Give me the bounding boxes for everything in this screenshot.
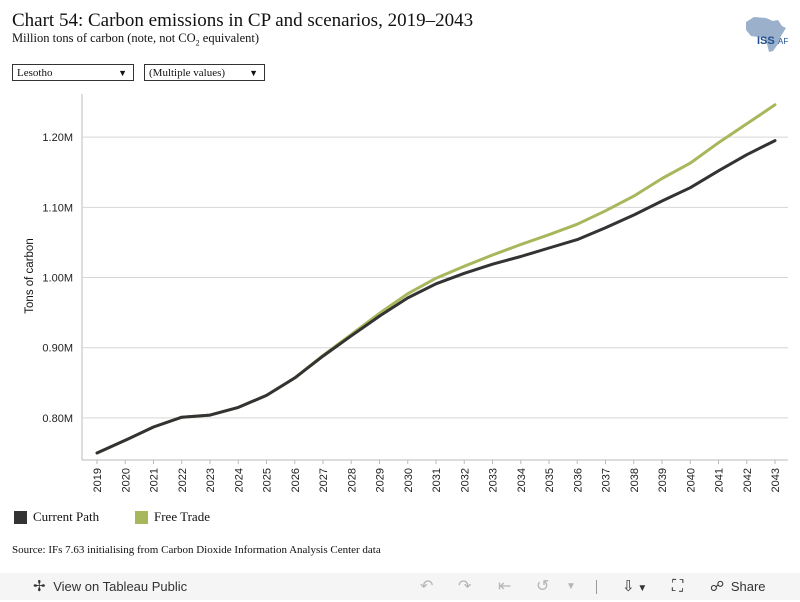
x-tick-label: 2035 [544, 468, 556, 492]
country-filter-dropdown[interactable]: Lesotho ▼ [12, 64, 134, 81]
redo-icon[interactable]: ↷ [458, 578, 472, 595]
x-tick-label: 2030 [403, 468, 415, 492]
legend-item-free-trade[interactable]: Free Trade [135, 509, 210, 525]
x-tick-label: 2022 [177, 468, 189, 492]
subtitle-text-end: equivalent) [199, 31, 260, 45]
africa-map-icon [746, 17, 786, 52]
y-tick-label: 0.90M [42, 343, 73, 355]
series-line-current-path[interactable] [95, 139, 777, 455]
country-filter-value: Lesotho [17, 67, 53, 79]
share-icon: ☍ [710, 578, 725, 594]
x-tick-label: 2034 [516, 468, 528, 492]
chart-title: Chart 54: Carbon emissions in CP and sce… [12, 10, 474, 31]
x-tick-label: 2021 [149, 468, 161, 492]
y-tick-label: 0.80M [42, 413, 73, 425]
legend-label-free-trade: Free Trade [154, 509, 210, 524]
logo-text: ISS [757, 35, 775, 47]
undo-icon[interactable]: ↶ [420, 578, 434, 595]
y-tick-label: 1.20M [42, 132, 73, 144]
x-tick-label: 2026 [290, 468, 302, 492]
y-tick-label: 1.00M [42, 273, 73, 285]
share-label: Share [730, 579, 766, 594]
x-tick-label: 2019 [92, 468, 104, 492]
revert-icon[interactable]: ⇤ [498, 578, 512, 595]
y-tick-label: 1.10M [42, 202, 73, 214]
x-tick-label: 2032 [459, 468, 471, 492]
x-tick-label: 2037 [601, 468, 613, 492]
x-tick-label: 2031 [431, 468, 443, 492]
refresh-icon[interactable]: ↺ [536, 578, 550, 595]
x-tick-label: 2033 [488, 468, 500, 492]
y-axis-label: Tons of carbon [24, 238, 36, 313]
subtitle-subscript: 2 [195, 38, 200, 48]
chevron-down-icon: ▼ [634, 583, 648, 594]
chart-subtitle: Million tons of carbon (note, not CO2 eq… [12, 31, 259, 51]
legend-swatch-free-trade [135, 510, 148, 524]
chevron-down-icon: ▼ [118, 68, 127, 78]
x-axis-ticks: 2019 2020 2021 2022 2023 2024 2025 2026 2027 2028… [92, 460, 782, 492]
chevron-down-icon: ▼ [249, 68, 258, 78]
source-note: Source: IFs 7.63 initialising from Carbo… [12, 544, 381, 556]
x-tick-label: 2043 [770, 468, 782, 492]
x-tick-label: 2028 [346, 468, 358, 492]
x-tick-label: 2020 [120, 468, 132, 492]
y-axis-ticks: 0.80M 0.90M 1.00M 1.10M 1.20M [42, 132, 73, 425]
tableau-logo-icon: ✢ [33, 578, 46, 595]
gridlines [81, 94, 788, 461]
x-tick-label: 2036 [572, 468, 584, 492]
view-on-tableau-button[interactable]: ✢ View on Tableau Public [33, 573, 187, 600]
x-tick-label: 2041 [714, 468, 726, 492]
x-tick-label: 2025 [262, 468, 274, 492]
view-on-tableau-label: View on Tableau Public [53, 579, 188, 594]
x-tick-label: 2040 [685, 468, 697, 492]
x-tick-label: 2024 [233, 468, 245, 492]
fullscreen-icon[interactable]: ⛶ [672, 578, 684, 595]
legend-label-current-path: Current Path [33, 509, 100, 524]
x-tick-label: 2029 [375, 468, 387, 492]
x-tick-label: 2038 [629, 468, 641, 492]
subtitle-text-start: Million tons of carbon (note, not CO [12, 31, 196, 45]
x-tick-label: 2042 [742, 468, 754, 492]
tableau-toolbar: ✢ View on Tableau Public ↶ ↷ ⇤ ↺ ▼ ⇩ ▼ ⛶… [0, 573, 800, 600]
chevron-down-icon[interactable]: ▼ [566, 581, 576, 592]
download-icon[interactable]: ⇩ ▼ [622, 578, 648, 595]
scenario-filter-value: (Multiple values) [149, 67, 226, 79]
issafrica-logo: ISS AF [746, 17, 788, 52]
x-tick-label: 2023 [205, 468, 217, 492]
series-line-free-trade[interactable] [95, 103, 777, 455]
share-button[interactable]: ☍ Share [710, 573, 766, 600]
logo-suffix: AF [778, 37, 788, 46]
x-tick-label: 2027 [318, 468, 330, 492]
legend-swatch-current-path [14, 510, 27, 524]
series-lines [95, 103, 777, 455]
scenario-filter-dropdown[interactable]: (Multiple values) ▼ [144, 64, 265, 81]
x-tick-label: 2039 [657, 468, 669, 492]
legend-item-current-path[interactable]: Current Path [14, 509, 99, 525]
toolbar-divider [596, 580, 597, 594]
